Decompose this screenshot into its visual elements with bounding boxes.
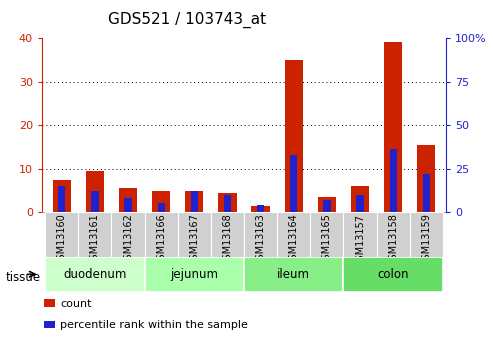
Bar [356,195,364,212]
Bar [310,212,344,257]
Text: GSM13167: GSM13167 [189,214,199,266]
Bar [178,212,211,257]
Bar [86,171,104,212]
Bar [244,212,277,257]
Text: tissue: tissue [6,270,41,284]
Text: GSM13159: GSM13159 [422,214,431,266]
Bar [344,257,443,292]
Bar [417,145,435,212]
Text: GDS521 / 103743_at: GDS521 / 103743_at [108,12,266,28]
Bar [144,257,244,292]
Bar [377,212,410,257]
Bar [191,191,198,212]
Bar [91,191,99,212]
Bar [45,257,144,292]
Bar [384,42,402,212]
Bar [211,212,244,257]
Bar [251,206,270,212]
Bar [111,212,144,257]
Bar [423,174,430,212]
Bar [58,186,66,212]
Text: GSM13157: GSM13157 [355,214,365,267]
Bar [344,212,377,257]
Text: GSM13165: GSM13165 [322,214,332,266]
Bar [351,186,369,212]
Text: GSM13163: GSM13163 [255,214,266,266]
Bar [185,191,204,212]
Text: GSM13158: GSM13158 [388,214,398,266]
Bar [124,198,132,212]
Text: count: count [60,299,92,308]
Text: GSM13161: GSM13161 [90,214,100,266]
Bar [277,212,310,257]
Text: percentile rank within the sample: percentile rank within the sample [60,320,248,330]
Text: ileum: ileum [277,268,310,281]
Text: GSM13168: GSM13168 [222,214,233,266]
Bar [410,212,443,257]
Bar [224,195,231,212]
Text: GSM13160: GSM13160 [57,214,67,266]
Text: GSM13166: GSM13166 [156,214,166,266]
Bar [257,205,264,212]
Bar [119,188,137,212]
Bar [78,212,111,257]
Bar [152,191,170,212]
Text: jejunum: jejunum [170,268,218,281]
Text: colon: colon [378,268,409,281]
Text: GSM13164: GSM13164 [289,214,299,266]
Text: duodenum: duodenum [63,268,127,281]
Bar [158,204,165,212]
Bar [53,179,71,212]
Bar [218,193,237,212]
Bar [284,60,303,212]
Bar [389,149,397,212]
Bar [318,197,336,212]
Bar [45,212,78,257]
Bar [323,200,330,212]
Bar [144,212,178,257]
Bar [244,257,344,292]
Bar [290,155,297,212]
Text: GSM13162: GSM13162 [123,214,133,266]
